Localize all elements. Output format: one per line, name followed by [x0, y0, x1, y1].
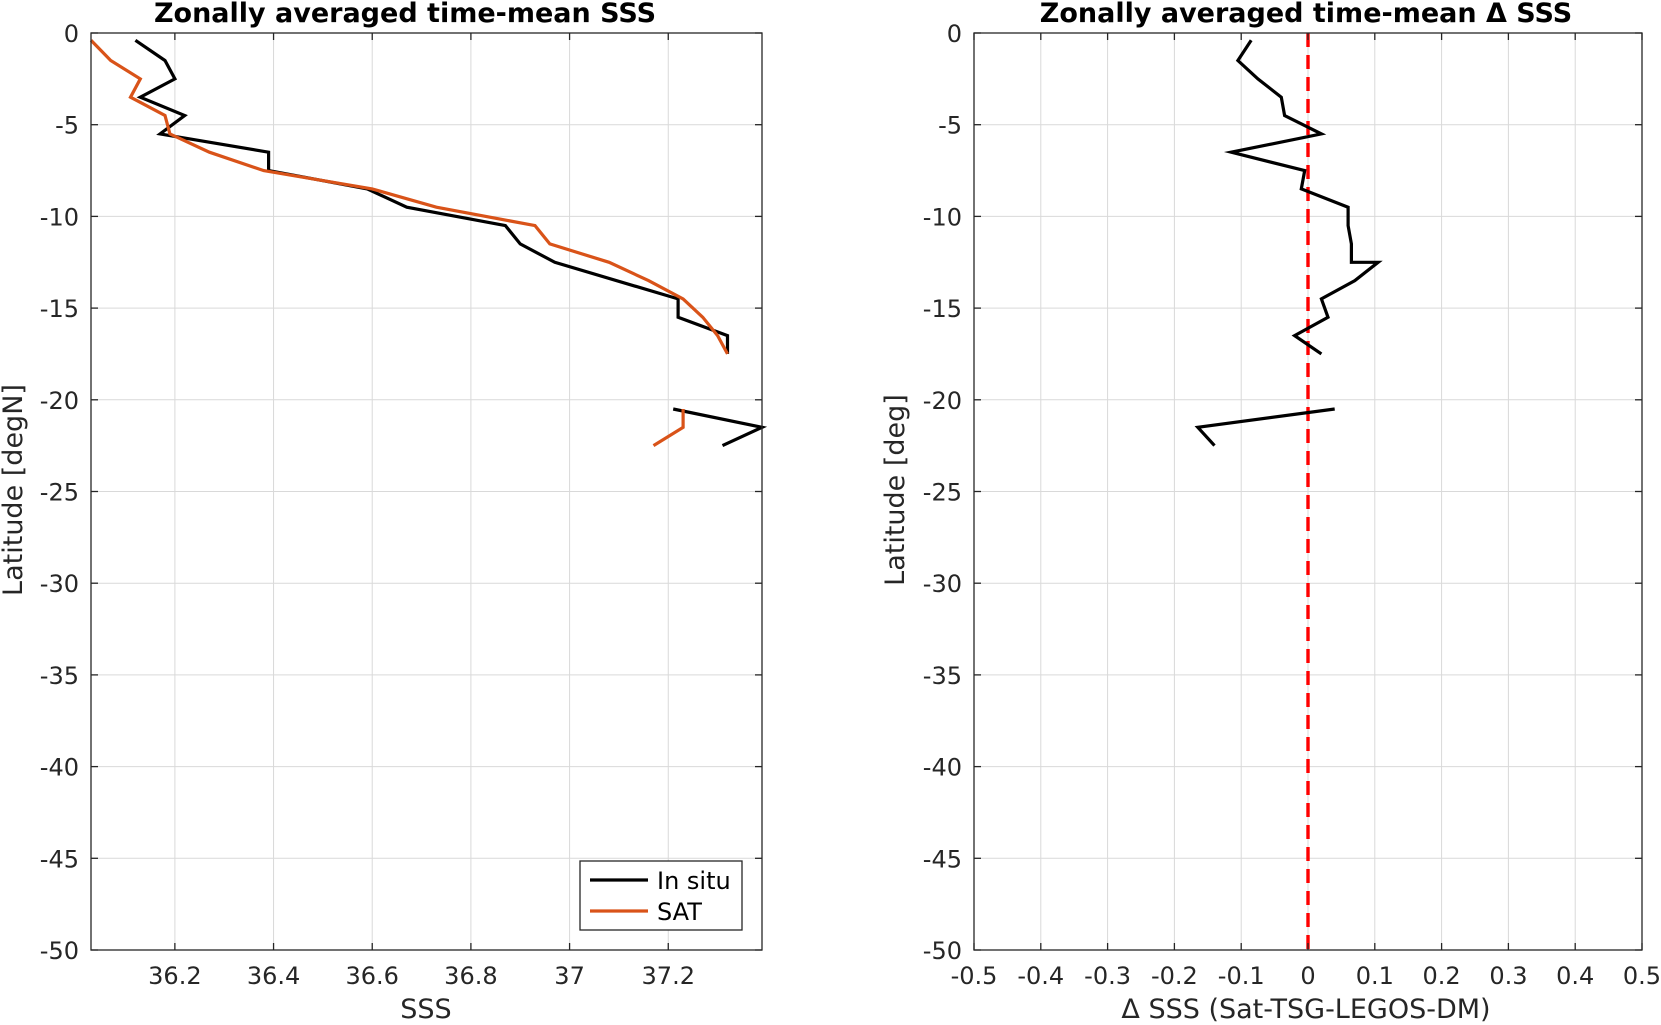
x-tick-label: 0.5	[1623, 962, 1661, 990]
x-tick-label: -0.5	[951, 962, 998, 990]
y-tick-label: -45	[40, 845, 79, 873]
y-tick-label: -35	[40, 662, 79, 690]
x-tick-label: 0.3	[1489, 962, 1527, 990]
y-tick-label: -50	[40, 937, 79, 965]
x-tick-label: 0.2	[1423, 962, 1461, 990]
x-tick-label: 36.2	[148, 962, 201, 990]
y-tick-label: -30	[923, 570, 962, 598]
in-situ-line-segment-2	[672, 407, 768, 448]
delta-sss-line-segment-2	[1194, 407, 1335, 447]
x-tick-label: 37.2	[642, 962, 695, 990]
in-situ-line-segment-1	[134, 38, 730, 354]
sat-line-segment-2	[652, 409, 685, 447]
delta-sss-profile-chart: Zonally averaged time-mean Δ SSS Δ SSS (…	[880, 0, 1661, 1025]
y-tick-label: 0	[64, 20, 79, 48]
chart-title: Zonally averaged time-mean Δ SSS	[1040, 0, 1572, 29]
x-tick-label: 0.1	[1356, 962, 1394, 990]
y-tick-label: 0	[947, 20, 962, 48]
y-tick-label: -15	[40, 295, 79, 323]
y-tick-label: -20	[923, 387, 962, 415]
y-tick-label: -25	[40, 479, 79, 507]
y-tick-label: -15	[923, 295, 962, 323]
y-tick-label: -5	[938, 112, 962, 140]
x-tick-label: -0.1	[1218, 962, 1265, 990]
y-tick-label: -25	[923, 479, 962, 507]
legend-box	[579, 860, 743, 931]
y-axis-label: Latitude [degN]	[0, 384, 29, 596]
x-tick-label: -0.4	[1017, 962, 1064, 990]
x-axis-label: SSS	[400, 994, 451, 1025]
y-tick-label: -5	[55, 112, 79, 140]
y-tick-label: -40	[40, 754, 79, 782]
x-tick-label: 36.4	[247, 962, 300, 990]
x-tick-label: 0	[1300, 962, 1315, 990]
x-tick-label: -0.3	[1084, 962, 1131, 990]
x-tick-label: 0.4	[1556, 962, 1594, 990]
y-tick-label: -40	[923, 754, 962, 782]
y-tick-label: -50	[923, 937, 962, 965]
sat-line-segment-1	[89, 39, 729, 355]
legend-label-sat: SAT	[657, 898, 702, 926]
y-tick-label: -30	[40, 570, 79, 598]
legend-label-in-situ: In situ	[657, 867, 731, 895]
x-tick-label: 37	[554, 962, 585, 990]
chart-title: Zonally averaged time-mean SSS	[154, 0, 656, 29]
y-tick-label: -45	[923, 845, 962, 873]
legend: In situ SAT	[579, 860, 743, 931]
delta-sss-line-segment-1	[1223, 39, 1383, 356]
x-axis-label: Δ SSS (Sat-TSG-LEGOS-DM)	[1121, 994, 1490, 1025]
x-tick-label: 36.6	[346, 962, 399, 990]
sss-profile-chart: Zonally averaged time-mean SSS SSS Latit…	[0, 0, 768, 1025]
x-tick-label: -0.2	[1151, 962, 1198, 990]
y-tick-label: -35	[923, 662, 962, 690]
y-tick-label: -20	[40, 387, 79, 415]
y-tick-label: -10	[923, 203, 962, 231]
y-axis-label: Latitude [deg]	[880, 394, 911, 586]
y-tick-label: -10	[40, 203, 79, 231]
x-tick-label: 36.8	[444, 962, 497, 990]
